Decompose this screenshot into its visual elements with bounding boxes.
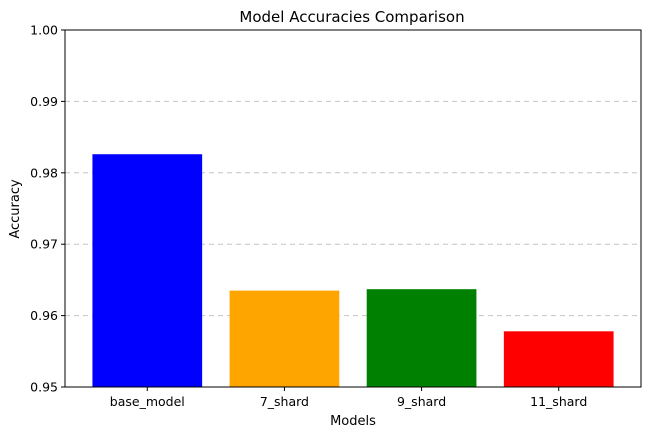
- bar-11_shard: [503, 331, 614, 387]
- grid-lines: [65, 100, 641, 317]
- y-axis-label: Accuracy: [8, 179, 23, 239]
- x-axis-ticks: base_model 7_shard 9_shard 11_shard: [110, 387, 587, 409]
- y-tick-label: 1.00: [30, 23, 58, 38]
- x-tick-label: 11_shard: [530, 394, 587, 409]
- y-tick-label: 0.99: [30, 94, 58, 109]
- chart-title: Model Accuracies Comparison: [239, 8, 464, 26]
- bar-7_shard: [229, 290, 340, 387]
- y-tick-label: 0.96: [30, 308, 58, 323]
- bar-base_model: [92, 154, 203, 387]
- x-tick-label: base_model: [110, 394, 185, 409]
- y-tick-label: 0.95: [30, 380, 58, 395]
- plot-frame: [64, 29, 642, 388]
- x-axis-label: Models: [330, 414, 376, 429]
- y-tick-label: 0.98: [30, 165, 58, 180]
- y-tick-label: 0.97: [30, 237, 58, 252]
- y-axis-ticks: 0.95 0.96 0.97 0.98 0.99 1.00: [30, 23, 65, 395]
- x-tick-label: 7_shard: [260, 394, 309, 409]
- x-tick-label: 9_shard: [397, 394, 446, 409]
- bars: [92, 154, 614, 387]
- bar-9_shard: [366, 289, 477, 387]
